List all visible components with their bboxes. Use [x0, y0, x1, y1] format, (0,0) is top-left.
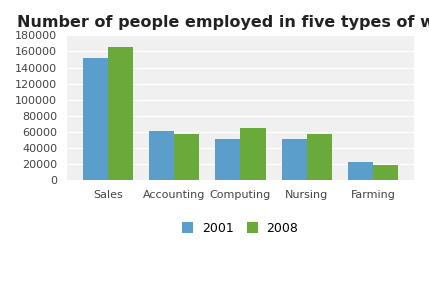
Bar [348, 162, 373, 181]
Bar [149, 131, 174, 181]
Title: Number of people employed in five types of work: Number of people employed in five types … [17, 15, 429, 30]
Bar [307, 134, 332, 181]
Bar [373, 165, 398, 181]
Bar [215, 139, 240, 181]
Bar [174, 134, 199, 181]
Bar [83, 58, 108, 181]
Bar [108, 47, 133, 181]
Bar [240, 128, 266, 181]
Bar [281, 139, 307, 181]
Legend: 2001, 2008: 2001, 2008 [178, 219, 302, 239]
